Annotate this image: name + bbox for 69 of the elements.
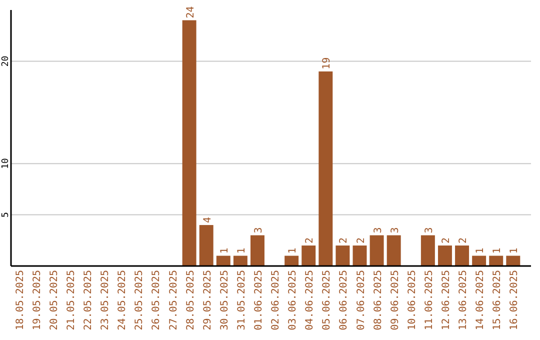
- data-label: 24: [185, 6, 196, 18]
- y-tick-label: 10: [1, 158, 11, 170]
- data-label: 3: [372, 227, 384, 234]
- x-tick-label: 03.06.2025: [288, 270, 299, 330]
- x-tick-label: 01.06.2025: [253, 270, 264, 330]
- x-tick-label: 21.05.2025: [66, 270, 77, 330]
- data-label: 1: [475, 248, 486, 254]
- x-tick-label: 12.06.2025: [440, 270, 452, 330]
- y-tick-label: 5: [1, 212, 11, 218]
- data-label: 2: [356, 237, 367, 244]
- x-tick-label: 29.05.2025: [202, 270, 214, 330]
- x-tick-label: 22.05.2025: [83, 270, 94, 330]
- data-label: 3: [424, 227, 435, 234]
- data-label: 2: [338, 237, 350, 244]
- data-label: 2: [304, 237, 316, 244]
- bar: [472, 256, 486, 266]
- data-label: 2: [440, 237, 452, 244]
- x-tick-label: 16.06.2025: [509, 270, 520, 330]
- x-tick-label: 13.06.2025: [458, 270, 470, 330]
- x-tick-label: 25.05.2025: [134, 270, 146, 330]
- x-tick-label: 19.05.2025: [32, 270, 43, 330]
- bar: [352, 246, 367, 266]
- x-tick-label: 09.06.2025: [390, 270, 401, 330]
- data-label: 1: [509, 248, 520, 254]
- x-tick-label: 26.05.2025: [151, 270, 162, 330]
- data-label: 19: [322, 57, 333, 70]
- bar: [233, 256, 248, 266]
- x-tick-label: 18.05.2025: [14, 270, 26, 330]
- bar: [336, 246, 350, 266]
- bar: [250, 235, 264, 266]
- x-tick-label: 10.06.2025: [406, 270, 418, 330]
- y-tick-label: 20: [1, 56, 11, 67]
- bar: [284, 256, 299, 266]
- x-tick-label: 15.06.2025: [492, 270, 504, 330]
- bar: [318, 71, 333, 266]
- bar: [506, 256, 520, 266]
- data-label: 1: [236, 248, 248, 254]
- bar: [386, 235, 401, 266]
- bar: [302, 246, 316, 266]
- x-tick-label: 11.06.2025: [424, 270, 435, 330]
- data-label: 2: [458, 237, 470, 244]
- bar: [489, 256, 504, 266]
- x-tick-label: 08.06.2025: [372, 270, 384, 330]
- x-tick-label: 07.06.2025: [356, 270, 367, 330]
- data-label: 1: [492, 248, 504, 254]
- x-tick-label: 20.05.2025: [48, 270, 60, 330]
- x-tick-label: 30.05.2025: [219, 270, 230, 330]
- x-tick-label: 02.06.2025: [270, 270, 282, 330]
- data-label: 3: [390, 227, 401, 234]
- bar: [420, 235, 435, 266]
- bar: [370, 235, 384, 266]
- bar: [455, 246, 470, 266]
- bar: [199, 225, 214, 266]
- data-label: 1: [288, 248, 299, 254]
- bar: [216, 256, 230, 266]
- bar: [182, 20, 196, 266]
- x-tick-label: 04.06.2025: [304, 270, 316, 330]
- x-tick-label: 05.06.2025: [322, 270, 333, 330]
- x-tick-label: 23.05.2025: [100, 270, 112, 330]
- x-tick-label: 27.05.2025: [168, 270, 180, 330]
- bar: [438, 246, 452, 266]
- x-tick-label: 14.06.2025: [475, 270, 486, 330]
- x-tick-label: 28.05.2025: [185, 270, 196, 330]
- data-label: 4: [202, 217, 214, 224]
- x-tick-label: 31.05.2025: [236, 270, 248, 330]
- data-label: 1: [219, 248, 230, 254]
- x-tick-label: 24.05.2025: [117, 270, 128, 330]
- data-label: 3: [253, 227, 264, 234]
- x-tick-label: 06.06.2025: [338, 270, 350, 330]
